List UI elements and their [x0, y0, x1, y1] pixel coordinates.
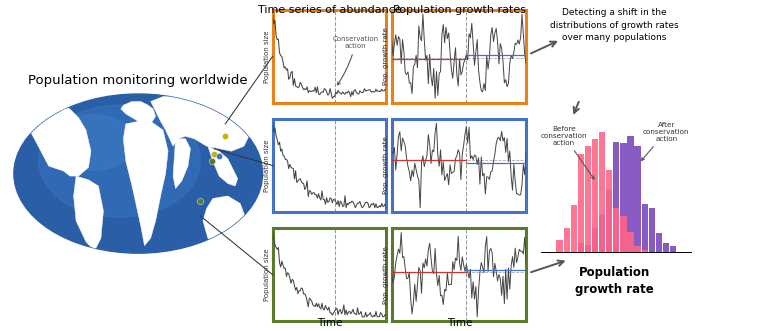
Bar	[599, 132, 605, 252]
Y-axis label: Pop. growth rate: Pop. growth rate	[383, 137, 389, 194]
Bar	[656, 233, 662, 252]
Polygon shape	[121, 102, 156, 124]
Text: Population
growth rate: Population growth rate	[575, 266, 654, 297]
Bar	[663, 243, 669, 252]
Bar	[584, 146, 591, 252]
Bar	[584, 245, 591, 252]
Polygon shape	[74, 176, 104, 251]
Bar	[592, 139, 598, 252]
Bar	[627, 136, 634, 252]
Bar	[599, 213, 605, 252]
Bar	[634, 246, 641, 252]
Bar	[627, 232, 634, 252]
Y-axis label: Pop. growth rate: Pop. growth rate	[383, 246, 389, 304]
Text: Time series of abundance: Time series of abundance	[258, 5, 402, 15]
Text: Population growth rates: Population growth rates	[392, 5, 526, 15]
Polygon shape	[208, 146, 238, 186]
Bar	[641, 250, 648, 252]
Text: After
conservation
action: After conservation action	[641, 122, 690, 161]
Polygon shape	[128, 124, 146, 129]
Bar	[613, 142, 620, 252]
Text: Before
conservation
action: Before conservation action	[541, 126, 594, 179]
Ellipse shape	[38, 105, 200, 217]
Polygon shape	[41, 97, 70, 112]
Text: Population monitoring worldwide: Population monitoring worldwide	[28, 73, 248, 86]
Polygon shape	[203, 196, 247, 248]
Bar	[634, 146, 641, 252]
Y-axis label: Population size: Population size	[264, 249, 270, 301]
Polygon shape	[20, 99, 91, 176]
Bar	[621, 216, 627, 252]
Y-axis label: Population size: Population size	[264, 139, 270, 192]
Y-axis label: Population size: Population size	[264, 30, 270, 82]
Bar	[578, 154, 584, 252]
Bar	[606, 170, 612, 252]
Text: Detecting a shift in the
distributions of growth rates
over many populations: Detecting a shift in the distributions o…	[550, 8, 679, 42]
Bar	[613, 208, 620, 252]
Text: Time: Time	[317, 318, 343, 328]
Text: Time: Time	[446, 318, 472, 328]
Text: Conservation
action: Conservation action	[333, 36, 379, 85]
Bar	[564, 228, 570, 252]
Polygon shape	[151, 97, 250, 151]
Bar	[578, 243, 584, 252]
Y-axis label: Pop. growth rate: Pop. growth rate	[383, 27, 389, 85]
Bar	[641, 204, 648, 252]
Bar	[557, 240, 563, 252]
Polygon shape	[124, 121, 168, 246]
Ellipse shape	[14, 94, 263, 253]
Bar	[571, 205, 577, 252]
Ellipse shape	[58, 115, 132, 170]
Bar	[606, 190, 612, 252]
Bar	[592, 228, 598, 252]
Bar	[621, 143, 627, 252]
Polygon shape	[173, 139, 190, 188]
Bar	[649, 208, 655, 252]
Bar	[670, 246, 676, 252]
